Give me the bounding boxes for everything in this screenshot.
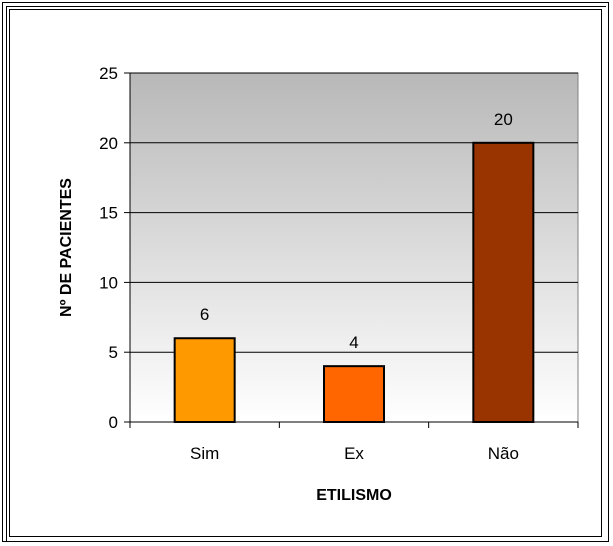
outer-frame-left [6, 6, 7, 542]
outer-frame-top [6, 6, 606, 7]
x-axis-ticks: Sim Ex Não [129, 422, 579, 463]
x-tick-label: Sim [190, 444, 219, 463]
data-label: 6 [200, 305, 209, 324]
x-axis-label: ETILISMO [316, 487, 392, 504]
y-tick-label: 15 [99, 204, 118, 223]
bar-sim [173, 337, 236, 423]
y-tick-label: 10 [99, 273, 118, 292]
x-tick-label: Ex [344, 444, 364, 463]
bar-ex [323, 365, 385, 424]
chart-frame [9, 9, 602, 537]
y-tick-label: 5 [109, 343, 118, 362]
y-axis-ticks: 0 5 10 15 20 25 [99, 64, 130, 432]
y-tick-label: 0 [109, 413, 118, 432]
y-axis-label: Nº DE PACIENTES [58, 178, 75, 317]
y-tick-label: 25 [99, 64, 118, 83]
bar-não [472, 141, 535, 424]
outer-frame [2, 2, 609, 542]
x-tick-label: Não [488, 444, 519, 463]
y-tick-label: 20 [99, 134, 118, 153]
data-label: 4 [349, 333, 358, 352]
data-label: 20 [494, 110, 513, 129]
